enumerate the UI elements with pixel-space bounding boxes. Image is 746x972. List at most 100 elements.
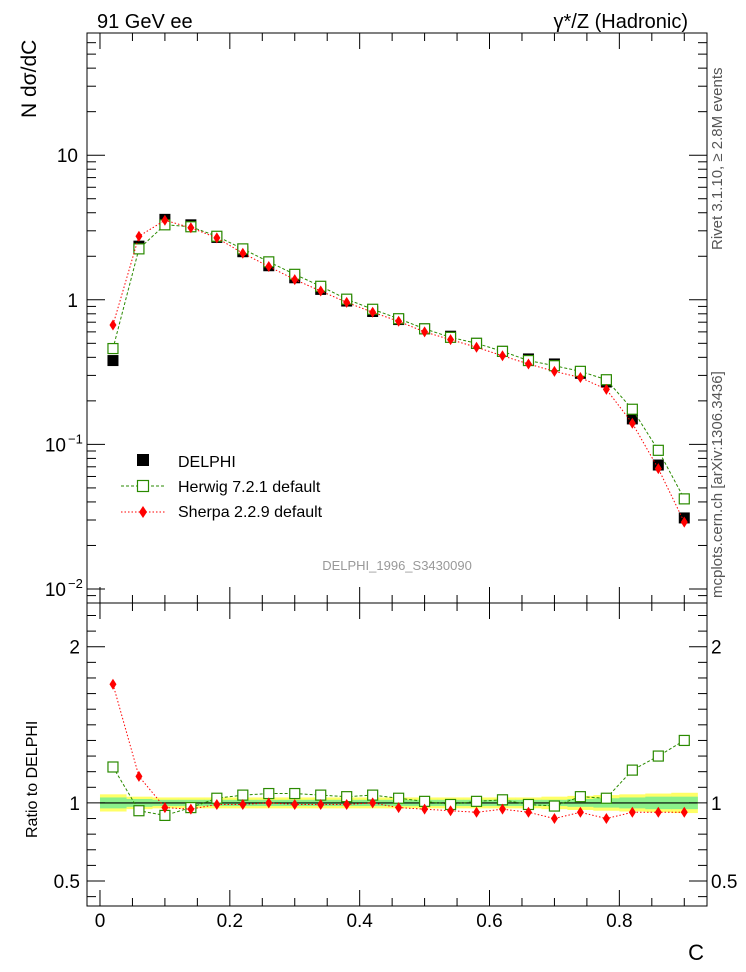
legend-entry-herwig: Herwig 7.2.1 default [121, 479, 321, 496]
point-herwig-20 [626, 403, 638, 415]
legend-label-delphi: DELPHI [178, 454, 236, 471]
main-y-tick-label: 10 [45, 435, 66, 456]
point-sherpa-6 [265, 260, 273, 272]
x-tick-label: 0.8 [606, 911, 632, 932]
point-herwig-8 [315, 789, 327, 801]
point-sherpa-6 [265, 797, 273, 809]
point-sherpa-15 [498, 803, 506, 815]
point-sherpa-11 [395, 802, 403, 814]
point-sherpa-17 [550, 813, 558, 825]
point-herwig-1 [133, 243, 145, 255]
series-line-herwig [112, 740, 685, 816]
point-sherpa-18 [576, 372, 584, 384]
x-axis-title: C [688, 940, 704, 965]
legend-marker-sherpa [139, 506, 147, 518]
point-herwig-19 [600, 374, 612, 386]
ratio-tick-labels: 0.5 0.5 1 1 2 2 0 0.2 0.4 0.6 0.8 [54, 638, 738, 932]
point-herwig-21 [652, 750, 664, 762]
point-sherpa-14 [473, 806, 481, 818]
point-herwig-20 [626, 764, 638, 776]
mcplots-note: mcplots.cern.ch [arXiv:1306.3436] [709, 371, 726, 598]
point-herwig-19 [600, 792, 612, 804]
point-herwig-15 [496, 794, 509, 806]
point-sherpa-7 [291, 274, 299, 286]
main-y-tick-exponent: −2 [68, 576, 83, 591]
main-plot-area [107, 213, 690, 528]
point-sherpa-11 [395, 315, 403, 327]
point-herwig-18 [574, 791, 587, 803]
point-sherpa-7 [291, 798, 299, 810]
point-sherpa-3 [187, 803, 195, 815]
main-axis-ticks [87, 32, 707, 604]
point-sherpa-12 [421, 326, 429, 338]
point-sherpa-15 [498, 350, 506, 362]
point-herwig-17 [548, 800, 561, 812]
point-sherpa-2 [161, 802, 169, 814]
point-sherpa-8 [317, 285, 325, 297]
legend-label-herwig: Herwig 7.2.1 default [178, 479, 321, 496]
main-y-axis-title: N dσ/dC [18, 40, 41, 118]
point-herwig-5 [237, 789, 249, 801]
point-herwig-0 [107, 342, 119, 355]
point-sherpa-9 [343, 798, 351, 810]
point-sherpa-12 [421, 803, 429, 815]
main-y-tick-exponent: −1 [68, 431, 83, 446]
point-sherpa-0 [109, 319, 117, 331]
ratio-plot-area [99, 678, 698, 825]
rivet-version-note: Rivet 3.1.10, ≥ 2.8M events [709, 68, 726, 251]
main-y-tick-label: 10 [45, 580, 66, 601]
point-sherpa-19 [602, 383, 610, 395]
x-tick-label: 0.4 [346, 911, 373, 932]
x-tick-label: 0.2 [217, 911, 243, 932]
ratio-y-tick-label: 0.5 [54, 872, 80, 893]
x-tick-label: 0 [95, 911, 106, 932]
ratio-y-axis-title: Ratio to DELPHI [24, 721, 41, 838]
point-herwig-11 [393, 792, 405, 804]
point-herwig-6 [263, 787, 275, 800]
ratio-y-tick-label-right: 1 [711, 794, 722, 815]
point-sherpa-8 [317, 798, 325, 810]
main-y-tick-label: 1 [67, 291, 78, 312]
analysis-watermark: DELPHI_1996_S3430090 [322, 558, 472, 573]
point-herwig-21 [652, 444, 664, 456]
plot-title-left: 91 GeV ee [97, 11, 193, 33]
ratio-axis-ticks [87, 603, 707, 906]
point-sherpa-10 [369, 306, 377, 318]
ratio-y-tick-label: 1 [69, 794, 80, 815]
point-sherpa-19 [602, 813, 610, 825]
main-y-tick-label: 10 [57, 146, 78, 167]
point-data-0 [107, 355, 119, 367]
point-sherpa-13 [447, 805, 455, 817]
point-sherpa-9 [343, 296, 351, 308]
point-sherpa-4 [213, 798, 221, 810]
ratio-frame [86, 602, 708, 907]
legend-entry-sherpa: Sherpa 2.2.9 default [121, 504, 323, 521]
legend-marker-delphi [137, 454, 149, 466]
point-herwig-22 [678, 493, 690, 505]
point-sherpa-18 [576, 806, 584, 818]
ratio-panel: 0.5 0.5 1 1 2 2 0 0.2 0.4 0.6 0.8 [54, 602, 738, 932]
point-sherpa-5 [239, 798, 247, 810]
ratio-y-tick-label-right: 2 [711, 638, 722, 659]
point-sherpa-3 [187, 222, 195, 234]
point-sherpa-14 [473, 341, 481, 353]
ratio-y-tick-label-right: 0.5 [711, 872, 737, 893]
point-sherpa-21 [654, 463, 662, 475]
point-sherpa-10 [369, 797, 377, 809]
legend-label-sherpa: Sherpa 2.2.9 default [178, 504, 323, 521]
point-herwig-22 [678, 734, 690, 747]
point-sherpa-22 [680, 806, 688, 818]
point-herwig-7 [289, 787, 301, 800]
series-line-sherpa [112, 219, 685, 523]
point-herwig-14 [470, 795, 483, 807]
point-sherpa-5 [239, 247, 247, 259]
point-sherpa-13 [447, 334, 455, 346]
point-sherpa-1 [135, 770, 143, 782]
plot-title-right: γ*/Z (Hadronic) [554, 11, 688, 33]
point-sherpa-22 [680, 516, 688, 528]
point-sherpa-20 [628, 806, 636, 818]
point-sherpa-4 [213, 232, 221, 244]
legend: DELPHI Herwig 7.2.1 default Sherpa 2.2.9… [121, 454, 323, 521]
